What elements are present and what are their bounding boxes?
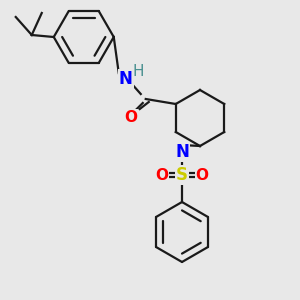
Text: S: S xyxy=(176,166,188,184)
Text: O: O xyxy=(124,110,137,124)
Text: O: O xyxy=(155,167,169,182)
Text: N: N xyxy=(119,70,133,88)
Text: H: H xyxy=(132,64,143,79)
Text: N: N xyxy=(175,143,189,161)
Text: O: O xyxy=(196,167,208,182)
